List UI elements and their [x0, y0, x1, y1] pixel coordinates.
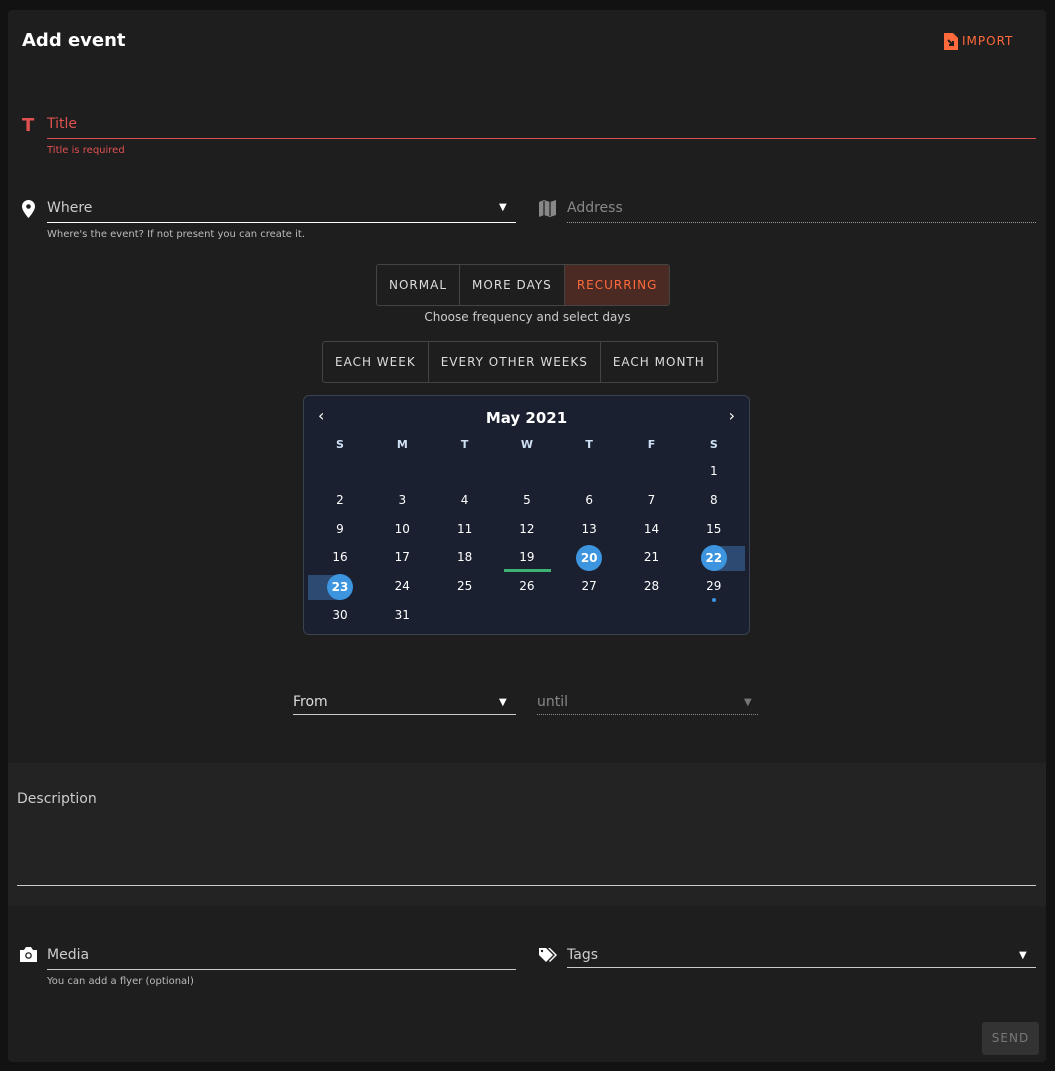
calendar-day[interactable]: 8 — [709, 492, 718, 507]
weekday-header: M — [396, 438, 408, 451]
calendar-day[interactable]: 18 — [456, 550, 473, 565]
tab-more-days[interactable]: MORE DAYS — [460, 265, 565, 305]
tags-underline — [567, 967, 1036, 968]
weekday-header: T — [460, 438, 469, 451]
address-underline — [567, 222, 1036, 223]
calendar-day[interactable]: 3 — [398, 492, 407, 507]
chevron-down-icon[interactable]: ▼ — [1019, 950, 1027, 961]
calendar-day[interactable]: 2 — [336, 492, 344, 507]
calendar-day[interactable]: 12 — [519, 521, 535, 536]
chevron-down-icon[interactable]: ▼ — [499, 202, 507, 213]
from-underline — [293, 714, 516, 715]
send-button[interactable]: SEND — [982, 1022, 1039, 1055]
title-input[interactable]: Title — [47, 116, 78, 132]
calendar-day[interactable]: 17 — [394, 550, 410, 565]
calendar-day[interactable]: 23 — [327, 574, 353, 601]
calendar-month: May 2021 — [485, 409, 568, 427]
calendar-day[interactable]: 11 — [456, 521, 473, 536]
mode-hint: Choose frequency and select days — [424, 310, 631, 324]
calendar-day[interactable]: 22 — [700, 545, 727, 572]
calendar-day[interactable]: 13 — [581, 521, 597, 536]
chevron-left-icon[interactable]: ‹ — [318, 406, 325, 425]
calendar-day[interactable]: 15 — [706, 521, 722, 536]
media-underline — [47, 969, 516, 970]
from-select[interactable]: From — [293, 694, 328, 710]
calendar-day[interactable]: 25 — [456, 579, 473, 594]
calendar-day[interactable]: 16 — [332, 550, 348, 565]
chevron-right-icon[interactable]: › — [728, 406, 735, 425]
tab-normal[interactable]: NORMAL — [377, 265, 461, 305]
calendar-day[interactable]: 29 — [706, 579, 722, 594]
tab-each-week[interactable]: EACH WEEK — [323, 342, 429, 382]
import-button[interactable]: IMPORT — [944, 32, 1013, 50]
calendar-day[interactable]: 5 — [523, 492, 531, 507]
file-import-icon — [944, 33, 958, 50]
tags-select[interactable]: Tags — [567, 947, 598, 963]
calendar-day[interactable]: 7 — [647, 492, 656, 507]
weekday-header: W — [520, 438, 533, 451]
description-textarea[interactable]: Description — [17, 791, 97, 807]
calendar-day[interactable]: 31 — [394, 608, 410, 622]
calendar-day[interactable]: 20 — [576, 545, 603, 572]
where-underline — [47, 222, 516, 223]
map-icon — [539, 200, 556, 217]
calendar-day[interactable]: 6 — [585, 492, 593, 507]
where-hint: Where's the event? If not present you ca… — [47, 229, 306, 240]
until-underline — [537, 714, 758, 715]
chevron-down-icon[interactable]: ▼ — [744, 697, 752, 708]
frequency-tabs: EACH WEEK EVERY OTHER WEEKS EACH MONTH — [322, 341, 718, 383]
calendar-day[interactable]: 19 — [519, 550, 535, 565]
page-title: Add event — [22, 30, 126, 51]
media-hint: You can add a flyer (optional) — [47, 976, 194, 987]
calendar-day[interactable]: 27 — [581, 579, 597, 594]
weekday-header: T — [585, 438, 593, 451]
calendar-day[interactable]: 24 — [394, 579, 410, 594]
address-input[interactable]: Address — [567, 200, 623, 216]
calendar-day[interactable]: 30 — [332, 608, 348, 622]
weekday-header: F — [647, 438, 656, 451]
today-indicator — [503, 569, 551, 573]
calendar: ‹ › May 2021 S M T W T F S 1 2 3 4 5 6 7 8 9 10 11 12 13 14 1… — [303, 395, 750, 635]
tab-recurring[interactable]: RECURRING — [564, 265, 670, 305]
calendar-day[interactable]: 9 — [336, 521, 344, 536]
description-underline — [17, 885, 1036, 886]
calendar-day[interactable]: 14 — [643, 521, 660, 536]
media-input[interactable]: Media — [47, 947, 90, 963]
text-icon: T — [22, 115, 35, 136]
weekday-header: S — [336, 438, 344, 451]
title-error: Title is required — [47, 145, 125, 156]
calendar-day[interactable]: 28 — [643, 579, 660, 594]
tags-icon — [539, 948, 557, 962]
camera-icon — [20, 947, 37, 962]
map-marker-icon — [22, 200, 35, 218]
tab-each-month[interactable]: EACH MONTH — [612, 355, 705, 369]
calendar-day[interactable]: 26 — [519, 579, 535, 594]
description-section — [8, 763, 1046, 906]
title-underline — [47, 138, 1036, 139]
mode-tabs: NORMAL MORE DAYS RECURRING — [376, 264, 671, 306]
weekday-header: S — [709, 438, 718, 451]
calendar-day[interactable]: 4 — [460, 492, 469, 507]
where-select[interactable]: Where — [47, 200, 93, 216]
calendar-day[interactable]: 21 — [643, 550, 660, 565]
until-select[interactable]: until — [537, 694, 569, 710]
chevron-down-icon[interactable]: ▼ — [499, 697, 507, 708]
calendar-day[interactable]: 1 — [709, 464, 718, 478]
event-dot — [711, 598, 716, 603]
tab-every-other-weeks[interactable]: EVERY OTHER WEEKS — [429, 342, 601, 382]
calendar-day[interactable]: 10 — [394, 521, 410, 536]
